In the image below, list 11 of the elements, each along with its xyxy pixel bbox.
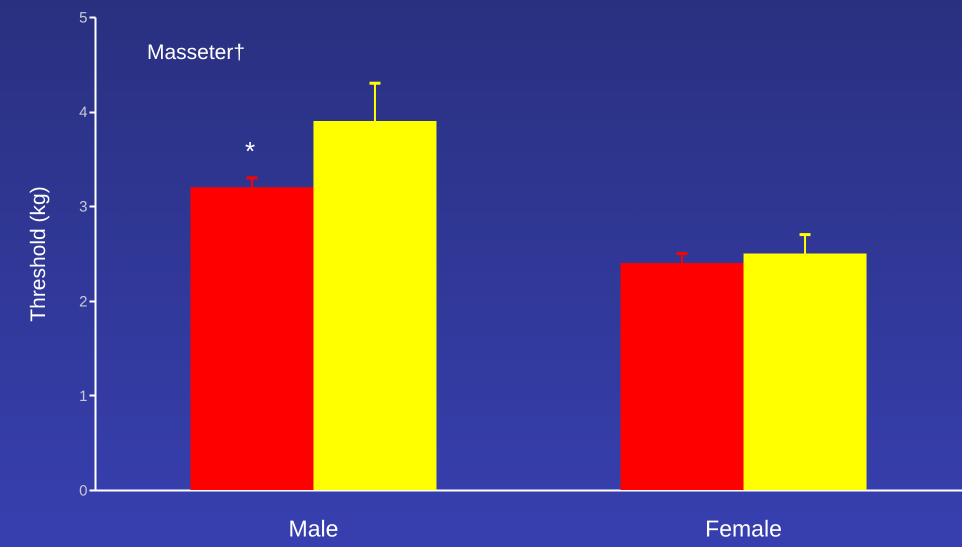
y-axis-title: Threshold (kg) (27, 186, 50, 322)
y-tick-label: 2 (79, 293, 88, 310)
y-tick-label: 0 (79, 482, 88, 500)
annotation: Masseter† (147, 41, 246, 64)
x-tick-label: Male (288, 516, 338, 542)
y-tick-label: 5 (79, 10, 88, 26)
y-tick-label: 3 (79, 198, 88, 216)
x-tick-label: Female (705, 516, 782, 542)
y-tick-label: 4 (79, 104, 88, 122)
annotation: * (244, 136, 256, 166)
y-tick-label: 1 (79, 388, 88, 405)
